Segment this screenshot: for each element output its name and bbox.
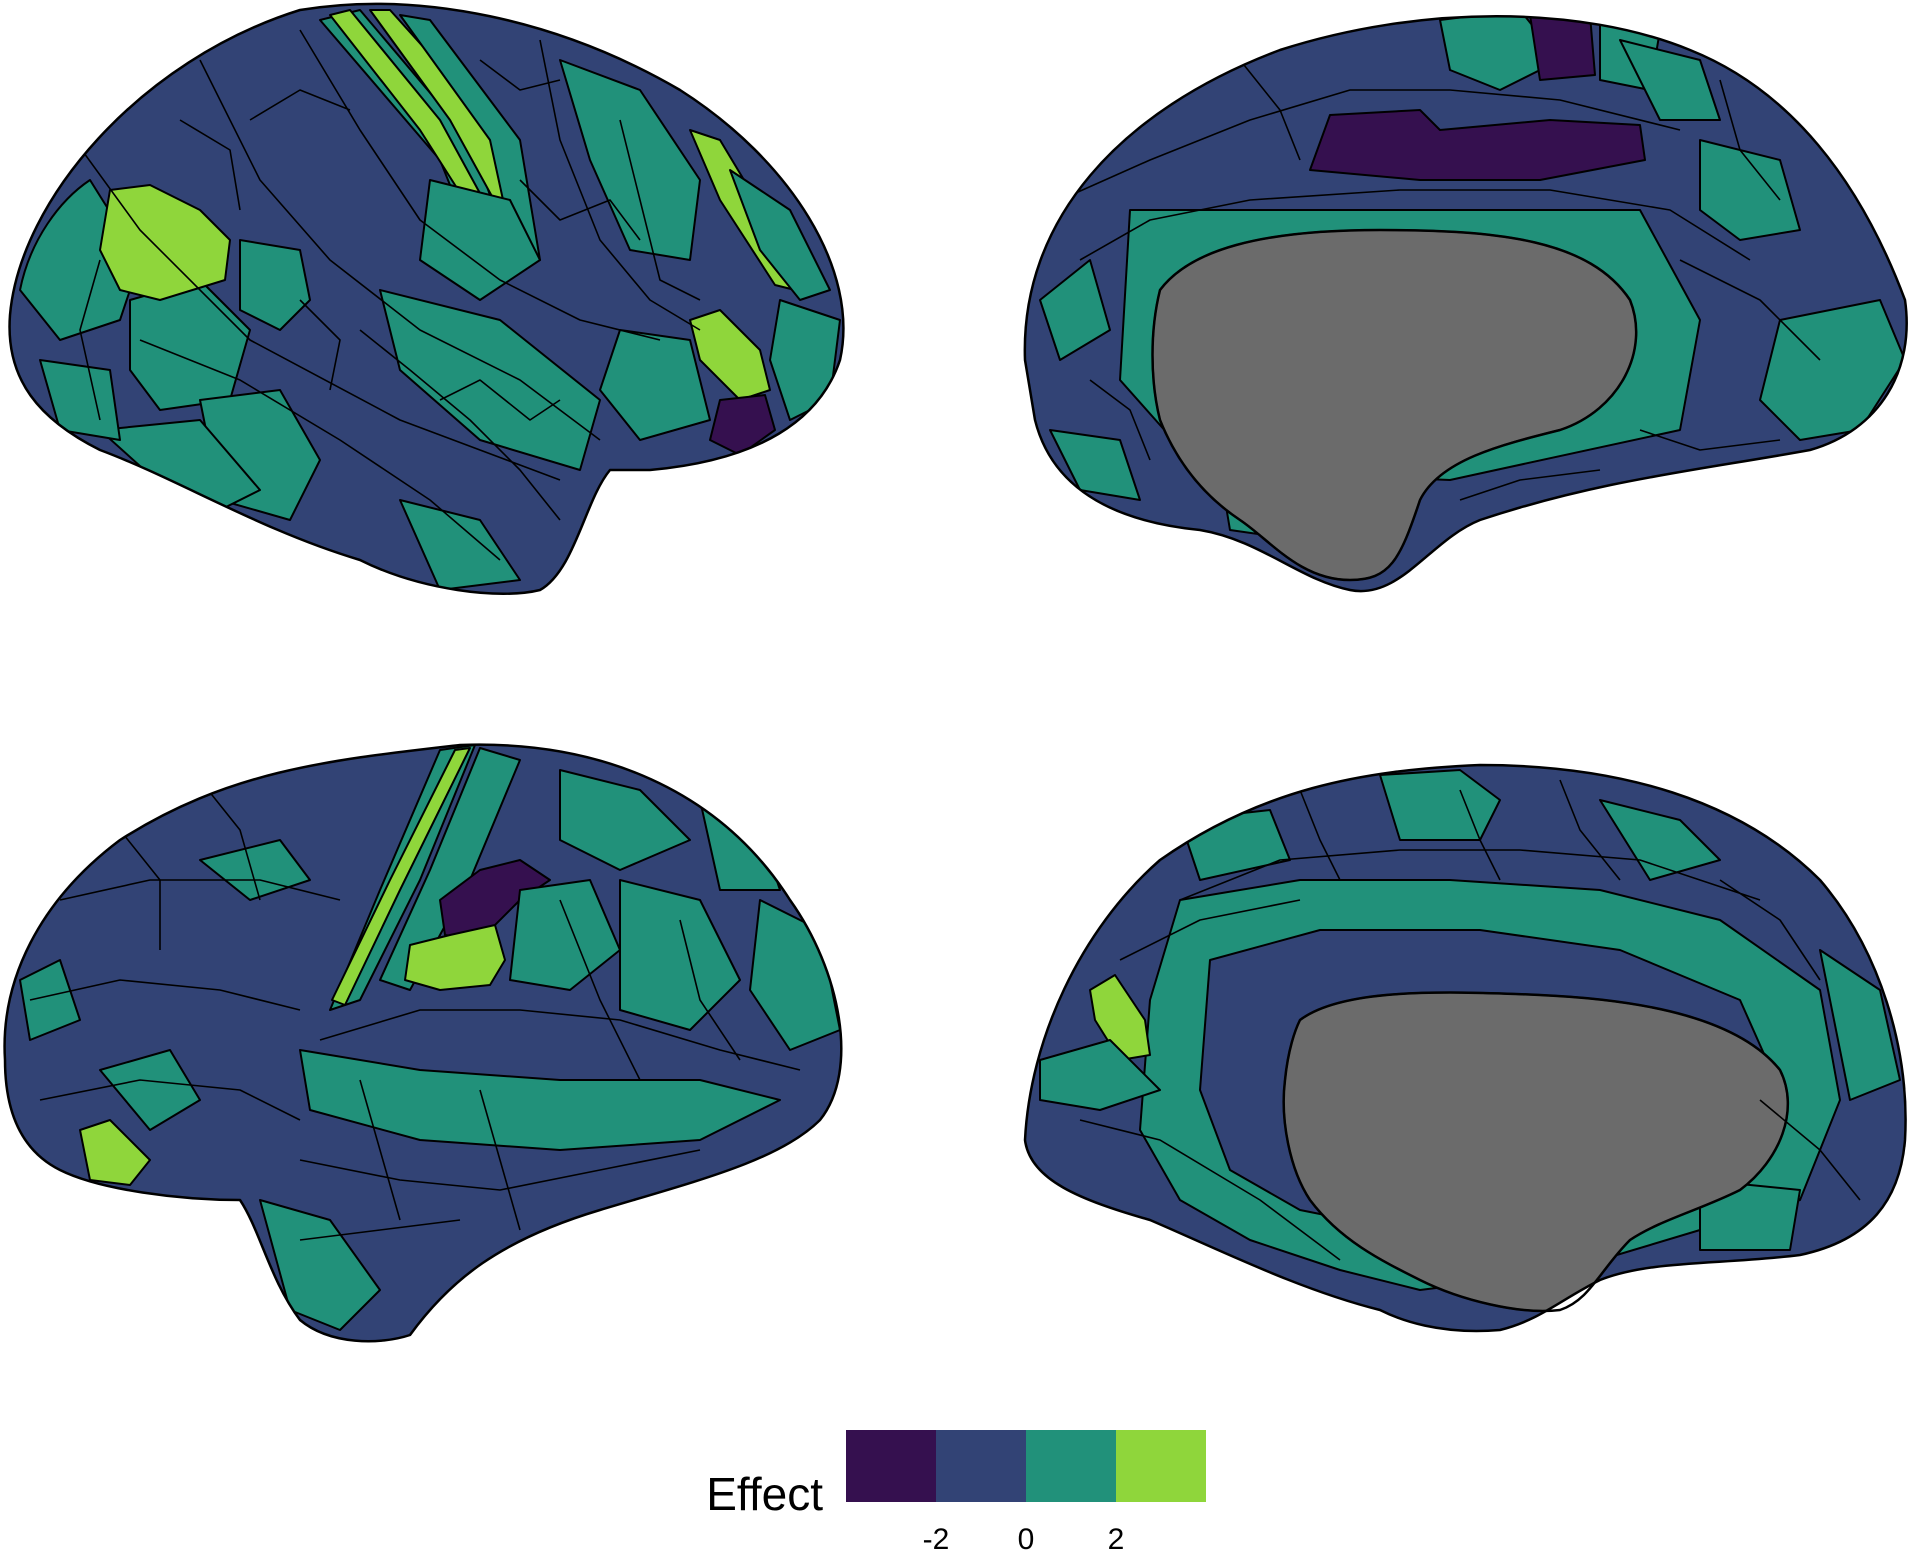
brain-view-left-lateral: [0, 0, 870, 620]
legend: Effect -2 0 2: [706, 1430, 1206, 1551]
legend-tick-label: 2: [1108, 1523, 1125, 1551]
brain-view-right-lateral: [0, 730, 870, 1360]
legend-tick-label: -2: [923, 1523, 950, 1551]
legend-swatch: [1026, 1430, 1116, 1502]
legend-swatch: [1116, 1430, 1206, 1502]
legend-tick-label: 0: [1018, 1523, 1035, 1551]
region: [1530, 15, 1595, 80]
legend-swatch: [936, 1430, 1026, 1502]
legend-ticks: -2 0 2: [923, 1523, 1125, 1551]
legend-swatch: [846, 1430, 936, 1502]
legend-swatches: [846, 1430, 1206, 1502]
legend-title: Effect: [706, 1468, 823, 1520]
brain-view-left-medial: [1000, 0, 1912, 620]
region: [40, 360, 120, 440]
brain-view-right-medial: [1000, 740, 1912, 1360]
